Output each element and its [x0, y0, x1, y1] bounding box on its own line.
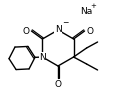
Text: −: − [63, 18, 69, 28]
Text: O: O [22, 26, 29, 36]
Text: O: O [87, 26, 94, 36]
Text: +: + [90, 3, 96, 9]
Text: O: O [54, 80, 61, 89]
Text: Na: Na [80, 8, 92, 16]
Text: N: N [55, 26, 61, 34]
Text: N: N [39, 52, 46, 62]
